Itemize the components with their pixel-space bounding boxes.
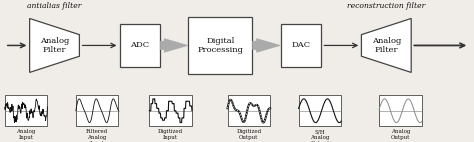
- Bar: [189, 17, 252, 74]
- Bar: [149, 95, 192, 126]
- Bar: [281, 24, 321, 67]
- Polygon shape: [160, 39, 188, 52]
- Text: Digitized
Output: Digitized Output: [236, 129, 262, 140]
- Text: Analog
Filter: Analog Filter: [372, 37, 401, 54]
- Polygon shape: [361, 18, 411, 72]
- Text: S/H
Analog
Output: S/H Analog Output: [310, 129, 329, 142]
- Text: Analog
Filter: Analog Filter: [40, 37, 69, 54]
- Text: Filtered
Analog
Input: Filtered Analog Input: [86, 129, 108, 142]
- Polygon shape: [253, 39, 280, 52]
- Bar: [228, 95, 270, 126]
- Text: DAC: DAC: [292, 41, 310, 49]
- Text: Analog
Output: Analog Output: [391, 129, 410, 140]
- Bar: [5, 95, 47, 126]
- Bar: [299, 95, 341, 126]
- Text: Digital
Processing: Digital Processing: [197, 37, 244, 54]
- Bar: [76, 95, 118, 126]
- Bar: [119, 24, 160, 67]
- Bar: [379, 95, 422, 126]
- Text: ADC: ADC: [130, 41, 149, 49]
- Text: reconstruction filter: reconstruction filter: [347, 2, 426, 10]
- Text: antialias filter: antialias filter: [27, 2, 82, 10]
- Text: Analog
Input: Analog Input: [17, 129, 36, 140]
- Polygon shape: [29, 18, 80, 72]
- Text: Digitized
Input: Digitized Input: [158, 129, 183, 140]
